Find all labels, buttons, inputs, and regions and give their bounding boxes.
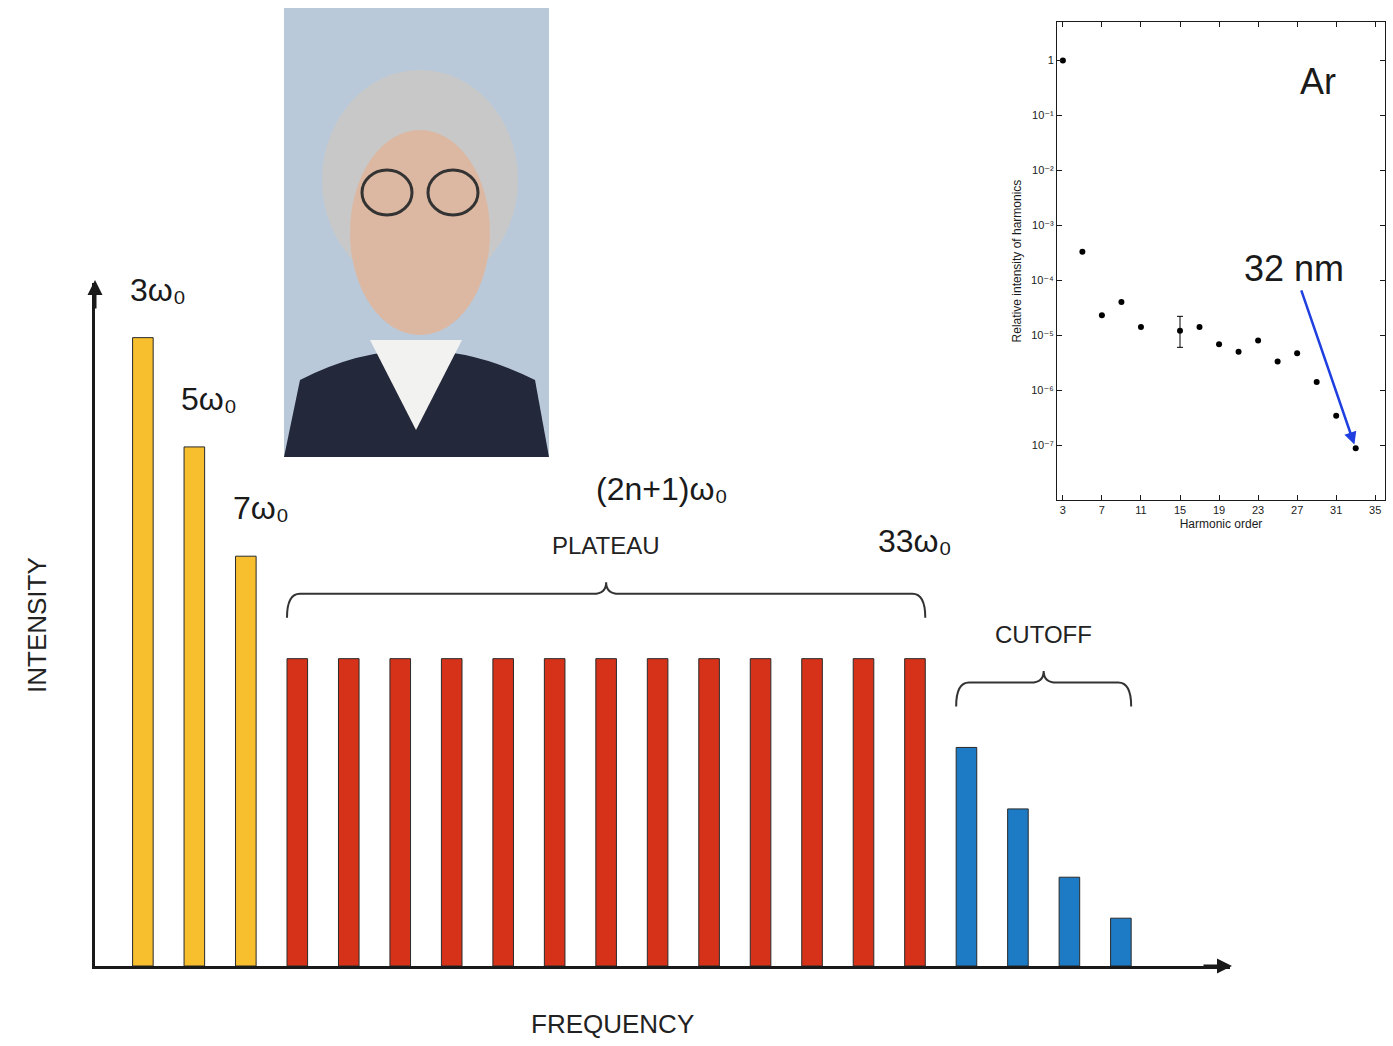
svg-text:7: 7 — [1099, 504, 1105, 516]
svg-text:FREQUENCY: FREQUENCY — [531, 1009, 694, 1039]
svg-text:5ω₀: 5ω₀ — [181, 381, 237, 417]
svg-text:INTENSITY: INTENSITY — [22, 557, 52, 693]
svg-text:31: 31 — [1330, 504, 1342, 516]
svg-text:11: 11 — [1135, 504, 1146, 516]
svg-text:Relative intensity of harmonic: Relative intensity of harmonics — [1010, 180, 1024, 343]
svg-text:10⁻²: 10⁻² — [1032, 164, 1054, 176]
svg-text:CUTOFF: CUTOFF — [995, 621, 1092, 648]
svg-text:Harmonic order: Harmonic order — [1180, 517, 1263, 531]
svg-text:Ar: Ar — [1300, 61, 1336, 102]
svg-text:7ω₀: 7ω₀ — [233, 490, 289, 526]
svg-text:23: 23 — [1252, 504, 1264, 516]
svg-text:35: 35 — [1369, 504, 1381, 516]
svg-text:10⁻⁵: 10⁻⁵ — [1031, 329, 1054, 341]
svg-text:32 nm: 32 nm — [1244, 248, 1344, 289]
svg-text:10⁻⁶: 10⁻⁶ — [1031, 384, 1054, 396]
svg-text:10⁻⁴: 10⁻⁴ — [1031, 274, 1054, 286]
svg-text:3ω₀: 3ω₀ — [130, 272, 186, 308]
svg-text:33ω₀: 33ω₀ — [878, 523, 952, 559]
svg-text:(2n+1)ω₀: (2n+1)ω₀ — [596, 471, 728, 507]
svg-text:10⁻⁷: 10⁻⁷ — [1032, 439, 1054, 451]
svg-text:10⁻³: 10⁻³ — [1032, 219, 1054, 231]
svg-text:1: 1 — [1048, 54, 1054, 66]
svg-text:15: 15 — [1174, 504, 1186, 516]
svg-text:3: 3 — [1060, 504, 1066, 516]
svg-text:10⁻¹: 10⁻¹ — [1032, 109, 1054, 121]
svg-text:PLATEAU: PLATEAU — [552, 532, 660, 559]
svg-text:27: 27 — [1291, 504, 1303, 516]
svg-text:19: 19 — [1213, 504, 1225, 516]
